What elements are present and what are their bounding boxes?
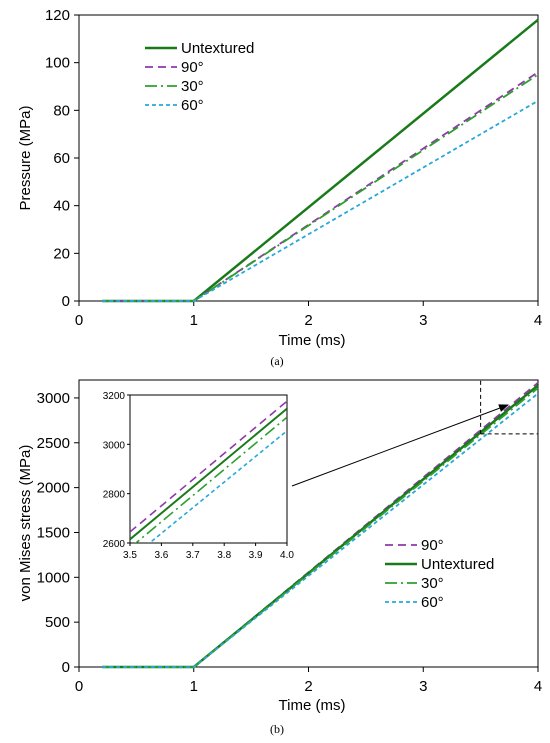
x-tick-label: 3 xyxy=(419,312,427,329)
x-tick-label: 0 xyxy=(75,312,83,329)
y-tick-label: 20 xyxy=(53,245,70,262)
legend-label: Untextured xyxy=(421,556,494,573)
series-line xyxy=(102,392,539,668)
inset-chart: 2600 2800 3000 3200 3.5 3.6 3.7 3.8 3.9 4.0 xyxy=(103,391,295,561)
y-tick-label: 3000 xyxy=(37,390,70,407)
y-tick-label: 1500 xyxy=(37,524,70,541)
x-axis-label: Time (ms) xyxy=(279,332,346,349)
inset-y-tick-label: 3200 xyxy=(103,391,126,402)
y-tick-labels: 0 20 40 60 80 100 120 xyxy=(45,7,79,310)
inset-x-tick-labels: 3.5 3.6 3.7 3.8 3.9 4.0 xyxy=(123,543,294,561)
y-tick-label: 1000 xyxy=(37,569,70,586)
legend-label: 60° xyxy=(421,594,444,611)
inset-series-line xyxy=(130,400,287,533)
legend-label: 30° xyxy=(421,575,444,592)
y-tick-label: 60 xyxy=(53,150,70,167)
inset-y-tick-label: 2800 xyxy=(103,490,126,501)
stress-chart: 0 500 1000 1500 2000 2500 3000 0 1 2 3 4 Time (ms)… xyxy=(17,379,542,736)
x-tick-label: 1 xyxy=(190,312,198,329)
series-line xyxy=(102,100,539,302)
legend-label: 60° xyxy=(181,97,204,114)
y-tick-label: 0 xyxy=(62,293,70,310)
series-line xyxy=(102,73,539,302)
y-tick-label: 2000 xyxy=(37,480,70,497)
inset-x-tick-label: 3.9 xyxy=(249,550,263,561)
inset-y-tick-label: 3000 xyxy=(103,440,126,451)
x-tick-label: 4 xyxy=(534,678,542,695)
inset-x-tick-label: 4.0 xyxy=(280,550,294,561)
x-tick-label: 2 xyxy=(304,678,312,695)
y-tick-labels: 0 500 1000 1500 2000 2500 3000 xyxy=(37,390,79,676)
x-tick-labels: 0 1 2 3 4 xyxy=(75,301,542,329)
y-tick-label: 40 xyxy=(53,198,70,215)
series-lines xyxy=(102,18,539,303)
legend-label: 90° xyxy=(181,59,204,76)
y-tick-label: 100 xyxy=(45,55,70,72)
legend-label: 90° xyxy=(421,537,444,554)
y-axis-label: von Mises stress (MPa) xyxy=(17,445,34,602)
legend: 90° Untextured 30° 60° xyxy=(385,537,494,611)
y-tick-label: 500 xyxy=(45,614,70,631)
inset-series-line xyxy=(130,407,287,541)
series-line xyxy=(102,18,539,303)
y-tick-label: 80 xyxy=(53,102,70,119)
y-axis-label: Pressure (MPa) xyxy=(17,105,34,210)
legend: Untextured 90° 30° 60° xyxy=(145,40,254,114)
inset-y-tick-label: 2600 xyxy=(103,539,126,550)
x-axis-label: Time (ms) xyxy=(279,697,346,714)
inset-series-line xyxy=(134,416,287,543)
x-tick-label: 3 xyxy=(419,678,427,695)
x-tick-label: 2 xyxy=(304,312,312,329)
inset-x-tick-label: 3.7 xyxy=(186,550,200,561)
legend-label: Untextured xyxy=(181,40,254,57)
series-line xyxy=(102,71,539,302)
inset-y-tick-labels: 2600 2800 3000 3200 xyxy=(103,391,130,550)
x-tick-labels: 0 1 2 3 4 xyxy=(75,667,542,695)
inset-series-line xyxy=(148,430,287,543)
zoom-arrow xyxy=(291,404,509,487)
inset-series-lines xyxy=(130,400,287,543)
x-tick-label: 1 xyxy=(190,678,198,695)
inset-x-tick-label: 3.5 xyxy=(123,550,137,561)
y-tick-label: 0 xyxy=(62,659,70,676)
series-lines xyxy=(102,382,539,669)
caption: (a) xyxy=(270,354,283,368)
y-tick-label: 2500 xyxy=(37,435,70,452)
pressure-chart: 0 20 40 60 80 100 120 0 1 2 3 4 Time (ms) Pressure… xyxy=(17,7,542,368)
legend-label: 30° xyxy=(181,78,204,95)
y-tick-label: 120 xyxy=(45,7,70,24)
inset-x-tick-label: 3.8 xyxy=(217,550,231,561)
plot-area-frame xyxy=(78,14,539,302)
caption: (b) xyxy=(270,722,284,736)
x-tick-label: 0 xyxy=(75,678,83,695)
inset-x-tick-label: 3.6 xyxy=(154,550,168,561)
x-tick-label: 4 xyxy=(534,312,542,329)
zoom-region-box xyxy=(480,380,538,435)
